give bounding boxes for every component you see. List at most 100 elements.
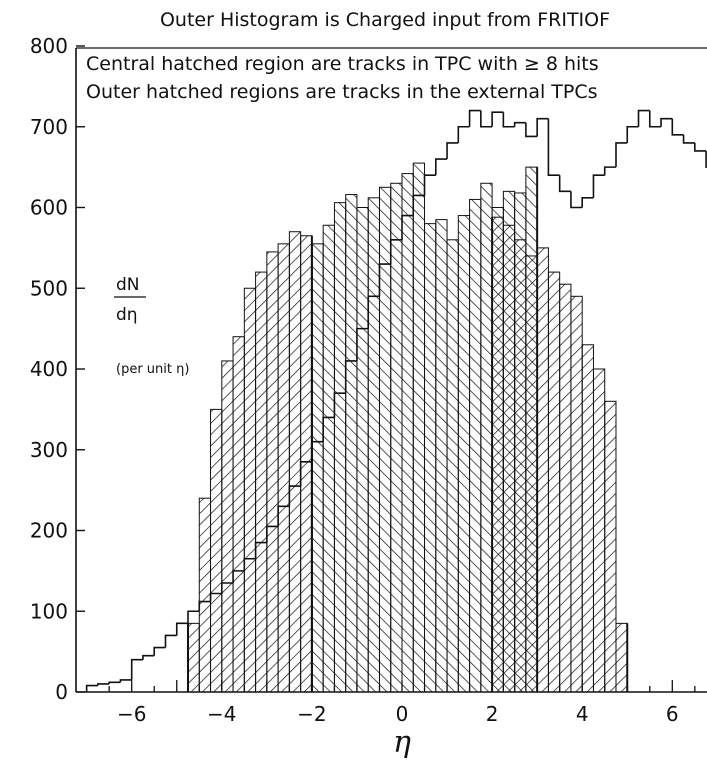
- outer-histogram-bin: [615, 142, 628, 168]
- hatched-bin: [469, 198, 482, 693]
- outer-histogram-bin: [401, 214, 414, 240]
- hatched-bin: [300, 235, 313, 693]
- outer-histogram-bin: [311, 440, 324, 462]
- outer-histogram-bin: [457, 125, 470, 143]
- outer-histogram-bin: [536, 117, 549, 137]
- outer-histogram-bin: [266, 525, 279, 543]
- outer-histogram-bin: [378, 263, 391, 297]
- hatched-bin: [536, 247, 549, 693]
- hatched-bin: [604, 400, 617, 693]
- outer-histogram-bin: [97, 683, 110, 686]
- x-tick-label: −2: [297, 702, 326, 726]
- outer-histogram-bin: [468, 109, 481, 127]
- annotation-central: Central hatched region are tracks in TPC…: [86, 53, 599, 75]
- hatched-bin: [514, 239, 527, 693]
- outer-histogram-bin: [525, 122, 538, 138]
- hatched-bin: [378, 186, 392, 693]
- ylabel-note: (per unit η): [116, 362, 189, 377]
- outer-histogram-bin: [299, 461, 312, 487]
- outer-histogram-bin: [389, 239, 402, 265]
- y-tick-label: 600: [30, 196, 68, 220]
- outer-histogram-bin: [648, 110, 662, 128]
- x-tick-label: −6: [117, 702, 146, 726]
- annotation-outer: Outer hatched regions are tracks in the …: [86, 81, 598, 103]
- outer-histogram-bin: [581, 197, 594, 208]
- hatched-bin: [333, 202, 347, 693]
- x-tick-label: 0: [396, 702, 409, 726]
- outer-histogram-bin: [85, 684, 98, 692]
- hatched-bin: [559, 283, 572, 693]
- outer-histogram-bin: [423, 174, 436, 196]
- outer-histogram-bin: [254, 541, 267, 559]
- hatched-bin: [322, 224, 335, 693]
- outer-histogram-bin: [322, 416, 335, 442]
- y-tick-label: 700: [30, 115, 68, 139]
- y-tick-label: 300: [30, 438, 68, 462]
- outer-histogram-bin: [412, 194, 425, 216]
- hatched-bin: [502, 224, 516, 693]
- hatched-bin: [592, 368, 606, 693]
- y-tick-label: 500: [30, 276, 68, 300]
- hatched-bin: [390, 182, 403, 693]
- outer-histogram-bin: [142, 654, 155, 660]
- outer-histogram-bin: [187, 610, 200, 624]
- hatched-bin: [288, 231, 302, 693]
- outer-histogram-bin: [570, 191, 583, 209]
- outer-histogram-bin: [547, 118, 560, 176]
- ylabel-denominator: dη: [116, 305, 138, 325]
- outer-histogram: [85, 109, 707, 692]
- outer-histogram-bin: [637, 109, 650, 127]
- outer-histogram-bin: [164, 634, 177, 648]
- hatched-bin: [311, 243, 324, 693]
- hatched-regions: [187, 162, 629, 693]
- outer-histogram-bin: [153, 646, 166, 656]
- outer-histogram-bin: [243, 557, 256, 571]
- hatched-bin: [480, 182, 493, 693]
- x-tick-label: 2: [486, 702, 499, 726]
- outer-histogram-bin: [175, 622, 189, 636]
- outer-histogram-bin: [434, 158, 448, 176]
- y-tick-label: 0: [55, 680, 68, 704]
- outer-histogram-bin: [592, 174, 605, 198]
- hatched-bin: [424, 223, 437, 693]
- outer-histogram-bin: [682, 134, 695, 144]
- outer-histogram-bin: [333, 392, 346, 418]
- outer-histogram-bin: [209, 592, 222, 602]
- outer-histogram-bin: [356, 327, 369, 361]
- y-tick-label: 400: [30, 357, 68, 381]
- x-tick-label: 6: [666, 702, 679, 726]
- hatched-bin: [277, 243, 290, 693]
- outer-histogram-bin: [232, 570, 245, 583]
- hatched-bin: [435, 219, 448, 693]
- hatched-bin: [446, 239, 459, 693]
- outer-histogram-bin: [558, 175, 571, 193]
- outer-histogram-bin: [513, 121, 526, 127]
- hatched-bin: [367, 197, 380, 693]
- axes-ticks: 0 100 200 300 400 500 600 700 800 −6 −4 −2 0 2 4 6: [30, 34, 696, 726]
- outer-histogram-bin: [694, 142, 707, 152]
- hatched-bin: [345, 194, 358, 693]
- y-tick-label: 800: [30, 34, 68, 58]
- hatched-bin: [243, 287, 257, 693]
- outer-histogram-bin: [344, 360, 357, 394]
- outer-histogram-bin: [603, 166, 616, 176]
- outer-histogram-bin: [660, 117, 673, 127]
- y-axis-label: dN dη (per unit η): [114, 275, 189, 377]
- hatched-bin: [255, 271, 268, 693]
- hatched-bin: [615, 622, 628, 693]
- hatched-bin: [187, 622, 200, 693]
- hatched-bin: [401, 173, 414, 693]
- outer-histogram-bin: [671, 118, 684, 136]
- hatched-bin: [457, 215, 471, 693]
- outer-histogram-bin: [446, 142, 459, 160]
- hatched-bin: [491, 216, 504, 693]
- hatched-bin: [412, 162, 426, 693]
- hatched-bin: [232, 336, 245, 693]
- x-tick-label: −4: [207, 702, 236, 726]
- hatched-bin: [198, 497, 212, 693]
- x-tick-label: 4: [576, 702, 589, 726]
- hatched-bin: [570, 295, 583, 693]
- outer-histogram-bin: [480, 110, 493, 128]
- hatched-bin: [581, 344, 594, 693]
- hatched-bin: [221, 360, 234, 693]
